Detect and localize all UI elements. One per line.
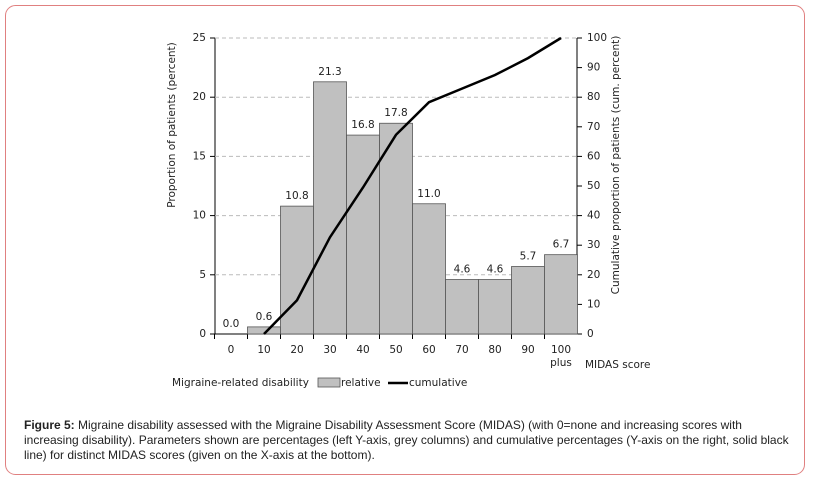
value-label: 6.7: [553, 239, 570, 251]
bar: [544, 254, 578, 335]
x-tick-label: 70: [455, 344, 469, 356]
y2-tick-label: 30: [587, 239, 600, 251]
y-tick-label: 10: [193, 210, 206, 222]
value-label: 17.8: [384, 107, 407, 119]
x-tick-label: 90: [521, 344, 535, 356]
value-label: 16.8: [351, 119, 374, 131]
y2-tick-label: 80: [587, 91, 600, 103]
value-label: 4.6: [487, 264, 504, 276]
bar: [511, 266, 545, 335]
value-label: 21.3: [318, 66, 341, 78]
x-tick-label: 10: [257, 344, 271, 356]
value-label: 10.8: [285, 190, 308, 202]
x-tick-label: 30: [323, 344, 337, 356]
y-tick-label: 0: [199, 328, 206, 340]
value-label: 0.6: [256, 311, 273, 323]
y-tick-label: 5: [199, 269, 206, 281]
y2-tick-label: 70: [587, 121, 600, 133]
y-axis-title: Proportion of patients (percent): [166, 42, 178, 208]
caption: Figure 5: Migraine disability assessed w…: [24, 418, 794, 463]
value-label: 11.0: [417, 188, 440, 200]
y2-tick-label: 90: [587, 62, 600, 74]
y-tick-label: 25: [193, 32, 206, 44]
bar: [445, 279, 479, 335]
y2-tick-label: 20: [587, 269, 600, 281]
y-tick-label: 15: [193, 150, 206, 162]
y2-axis-title: Cumulative proportion of patients (cum. …: [610, 36, 622, 295]
caption-label: Figure 5:: [24, 418, 75, 432]
x-tick-label: 60: [422, 344, 436, 356]
x-tick-label: 50: [389, 344, 403, 356]
x-tick-label: 20: [290, 344, 304, 356]
bar: [313, 81, 347, 335]
x-axis-title: MIDAS score: [585, 359, 650, 371]
value-label: 5.7: [520, 251, 537, 263]
y2-tick-label: 60: [587, 150, 600, 162]
x-tick-label: 40: [356, 344, 370, 356]
legend-title: Migraine-related disability: [172, 377, 309, 389]
bar: [478, 279, 512, 335]
legend-label: relative: [341, 377, 381, 389]
bar: [412, 203, 446, 335]
y2-tick-label: 50: [587, 180, 600, 192]
value-label: 0.0: [223, 318, 240, 330]
y2-tick-label: 40: [587, 210, 600, 222]
x-tick-label: 0: [227, 344, 235, 356]
caption-text: Migraine disability assessed with the Mi…: [24, 418, 789, 462]
y2-tick-label: 0: [587, 328, 594, 340]
bar: [280, 205, 314, 335]
y2-tick-label: 10: [587, 298, 600, 310]
legend-swatch: [317, 377, 341, 388]
legend-label: cumulative: [409, 377, 467, 389]
bar: [346, 134, 380, 335]
y-tick-label: 20: [193, 91, 206, 103]
cumulative-line: [263, 36, 562, 335]
y2-tick-label: 100: [587, 32, 607, 44]
value-label: 4.6: [454, 264, 471, 276]
x-tick-label: 80: [488, 344, 502, 356]
x-tick-label: 100 plus: [550, 344, 572, 369]
